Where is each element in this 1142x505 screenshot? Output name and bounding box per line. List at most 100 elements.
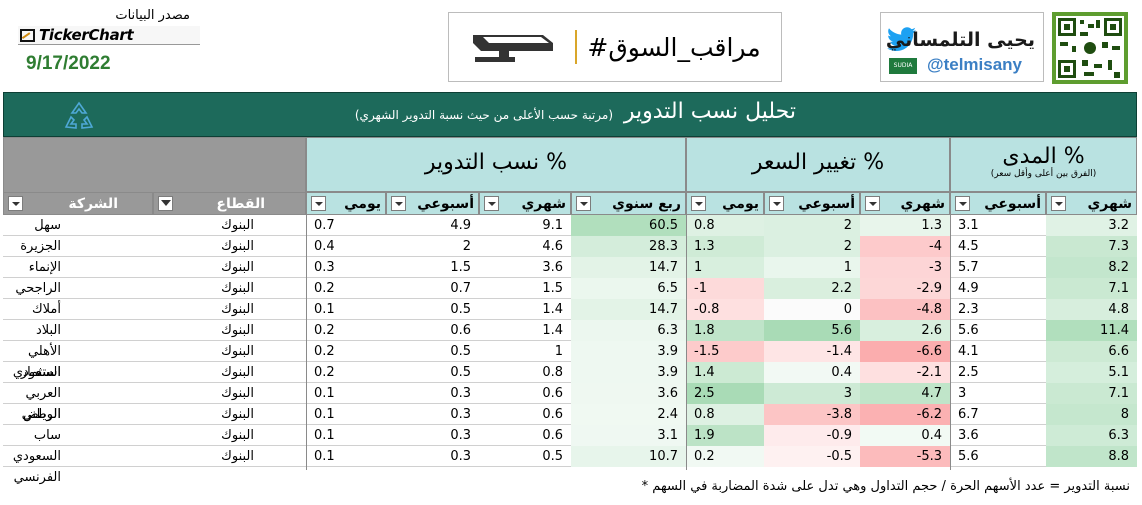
cell-r-weekly: 4.9 (958, 281, 979, 296)
cell-p-daily: -1.5 (686, 341, 764, 362)
cell-t-quarterly: 60.5 (571, 215, 686, 236)
cell-t-daily: 0.2 (314, 281, 335, 296)
author-card: يحيى التلمساني SUDIA @telmisany (880, 12, 1044, 82)
cell-r-weekly: 2.3 (958, 302, 979, 317)
cell-t-monthly: 0.6 (542, 428, 563, 443)
dropdown-icon[interactable] (769, 196, 784, 211)
cell-sector: البنوك (221, 218, 254, 233)
column-header-company[interactable]: الشركة (3, 192, 153, 215)
cell-r-weekly: 3.6 (958, 428, 979, 443)
dropdown-icon[interactable] (1051, 196, 1066, 211)
dropdown-icon[interactable] (391, 196, 406, 211)
column-label: يومي (722, 195, 759, 212)
cell-p-weekly: 0.4 (764, 362, 860, 383)
column-divider (686, 137, 687, 470)
column-label: يومي (344, 195, 381, 212)
cell-r-monthly: 6.3 (1046, 425, 1137, 446)
author-name: يحيى التلمساني (885, 29, 1035, 51)
cell-sector: البنوك (221, 407, 254, 422)
filter-dropdown-icon[interactable] (8, 196, 23, 211)
cell-t-monthly: 1.4 (542, 323, 563, 338)
dropdown-icon[interactable] (484, 196, 499, 211)
dropdown-icon[interactable] (691, 196, 706, 211)
cell-t-quarterly: 10.7 (571, 446, 686, 467)
title-band: (مرتبة حسب الأعلى من حيث نسبة التدوير ال… (3, 92, 1137, 137)
cell-t-quarterly: 14.7 (571, 257, 686, 278)
recycle-icon (64, 101, 94, 129)
cell-p-weekly: 0 (764, 299, 860, 320)
cell-r-monthly: 7.3 (1046, 236, 1137, 257)
tickerchart-name: TickerChart (39, 26, 134, 44)
price-change-group-title: تغيير السعر % (751, 150, 885, 175)
cell-p-daily: 0.8 (686, 404, 764, 425)
cell-p-monthly: 4.7 (860, 383, 950, 404)
cell-r-monthly: 6.6 (1046, 341, 1137, 362)
cell-r-weekly: 3 (958, 386, 967, 401)
cell-t-weekly: 0.3 (450, 407, 471, 422)
cell-t-weekly: 0.7 (450, 281, 471, 296)
cell-p-monthly: -6.2 (860, 404, 950, 425)
column-header-price-daily[interactable]: يومي (686, 192, 764, 215)
cell-p-monthly: 1.3 (860, 215, 950, 236)
cell-t-weekly: 4.9 (450, 218, 471, 233)
cell-p-daily: 1.3 (686, 236, 764, 257)
cell-t-weekly: 0.3 (450, 449, 471, 464)
cell-company: الجزيرة (20, 239, 61, 254)
dropdown-icon[interactable] (576, 196, 591, 211)
column-header-sector[interactable]: القطاع (153, 192, 306, 215)
dropdown-icon[interactable] (865, 196, 880, 211)
cell-t-weekly: 0.3 (450, 386, 471, 401)
cell-t-quarterly: 3.6 (571, 383, 686, 404)
cell-p-weekly: 2 (764, 215, 860, 236)
dropdown-icon[interactable] (311, 196, 326, 211)
cell-r-weekly: 4.1 (958, 344, 979, 359)
title-subtitle: (مرتبة حسب الأعلى من حيث نسبة التدوير ال… (354, 108, 613, 122)
cell-t-daily: 0.4 (314, 239, 335, 254)
cell-r-weekly: 5.6 (958, 449, 979, 464)
active-filter-icon[interactable] (158, 196, 173, 211)
column-header-turnover-monthly[interactable]: شهري (479, 192, 571, 215)
dropdown-icon[interactable] (955, 196, 970, 211)
cell-r-weekly: 5.6 (958, 323, 979, 338)
market-watch-tag: #مراقب_السوق (587, 32, 761, 62)
table-row: السعودي الفرنسي البنوك 0.1 0.3 0.5 10.7 0.2 -0.… (3, 446, 1137, 485)
column-header-price-weekly[interactable]: أسبوعي (764, 192, 860, 215)
cell-r-monthly: 8.2 (1046, 257, 1137, 278)
twitter-icon (887, 27, 916, 51)
cell-t-daily: 0.1 (314, 428, 335, 443)
cell-company: الراجحي (15, 281, 61, 296)
cell-p-weekly: -0.9 (764, 425, 860, 446)
cell-company: السعودي الفرنسي (12, 449, 61, 485)
footnote: * نسبة التدوير = عدد الأسهم الحرة / حجم … (641, 479, 1130, 494)
cell-t-daily: 0.7 (314, 218, 335, 233)
cell-t-weekly: 0.5 (450, 302, 471, 317)
cell-p-weekly: 3 (764, 383, 860, 404)
cell-p-monthly: 2.6 (860, 320, 950, 341)
column-header-turnover-weekly[interactable]: أسبوعي (386, 192, 479, 215)
cell-t-daily: 0.1 (314, 407, 335, 422)
column-header-turnover-quarterly[interactable]: ربع سنوي (571, 192, 686, 215)
column-header-range-monthly[interactable]: شهري (1046, 192, 1137, 215)
cell-t-quarterly: 3.1 (571, 425, 686, 446)
cell-t-monthly: 1.4 (542, 302, 563, 317)
cell-p-monthly: -4 (860, 236, 950, 257)
cell-p-daily: 1.4 (686, 362, 764, 383)
cell-r-monthly: 4.8 (1046, 299, 1137, 320)
column-header-price-monthly[interactable]: شهري (860, 192, 950, 215)
column-header-range-weekly[interactable]: أسبوعي (950, 192, 1046, 215)
cell-t-quarterly: 2.4 (571, 404, 686, 425)
cell-r-weekly: 5.7 (958, 260, 979, 275)
data-table-body: سهل البنوك 0.7 4.9 9.1 60.5 0.8 2 1.3 3.1 3.2 الجزي… (3, 215, 1137, 485)
cell-sector: البنوك (221, 302, 254, 317)
cell-r-monthly: 7.1 (1046, 383, 1137, 404)
turnover-group-title: نسب التدوير % (424, 150, 568, 175)
cell-p-daily: 0.2 (686, 446, 764, 467)
column-label: أسبوعي (798, 195, 855, 212)
cell-t-monthly: 4.6 (542, 239, 563, 254)
cell-sector: البنوك (221, 260, 254, 275)
chart-logo-icon (20, 28, 35, 42)
table-row: العربي الوطني البنوك 0.1 0.3 0.6 3.6 2.5 3 4.7 3 7… (3, 383, 1137, 422)
cell-p-daily: 1.9 (686, 425, 764, 446)
cell-sector: البنوك (221, 428, 254, 443)
column-header-turnover-daily[interactable]: يومي (306, 192, 386, 215)
